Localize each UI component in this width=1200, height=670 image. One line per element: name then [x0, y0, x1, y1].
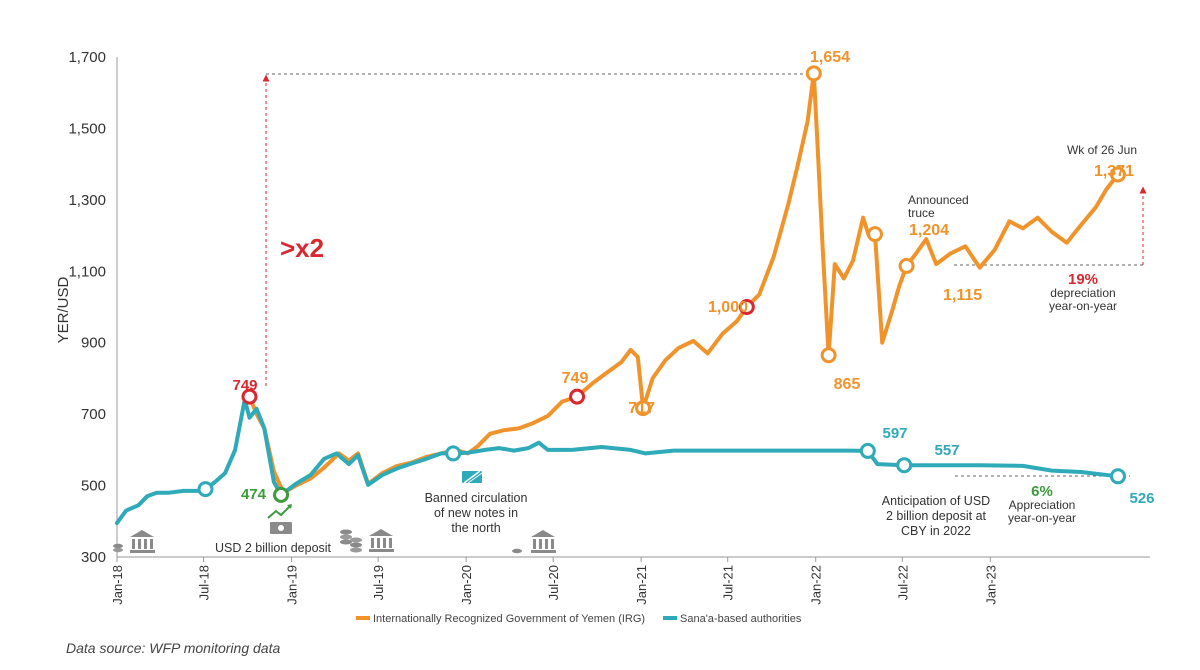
label-sanaa-557: 557 — [934, 442, 959, 459]
y-tick-label: 1,100 — [68, 263, 106, 280]
x-tick-label: Jan-23 — [983, 565, 998, 605]
cby-note-1: Anticipation of USD — [882, 494, 990, 508]
markers — [197, 65, 1126, 503]
label-start-749: 749 — [232, 377, 257, 394]
marker-irg-truce — [867, 226, 884, 243]
x-tick-label: Jan-19 — [285, 565, 300, 605]
usd-deposit-note: USD 2 billion deposit — [215, 541, 332, 555]
x-tick-label: Jan-22 — [809, 565, 824, 605]
cby-note-2: 2 billion deposit at — [886, 509, 987, 523]
cby-note-3: CBY in 2022 — [901, 524, 971, 538]
marker-irg-1115 — [898, 257, 915, 274]
marker-sanaa-597 — [859, 442, 876, 459]
x-tick-label: Jan-18 — [110, 565, 125, 605]
label-irg-truce: 1,204 — [909, 222, 949, 239]
label-irg-end-date: Wk of 26 Jun — [1067, 143, 1137, 157]
money-growth-icon — [267, 504, 292, 534]
x-tick-label: Jul-22 — [895, 565, 910, 600]
label-sanaa-597: 597 — [882, 425, 907, 442]
label-irg-749b: 749 — [562, 370, 589, 387]
appr-note-2: year-on-year — [1008, 511, 1076, 525]
y-tick-label: 1,300 — [68, 192, 106, 209]
bank-icon — [130, 530, 155, 553]
banned-notes-icon — [462, 470, 483, 484]
label-irg-717: 717 — [628, 400, 655, 417]
truce-note-2: truce — [908, 206, 935, 220]
y-tick-label: 1,500 — [68, 120, 106, 137]
appr-pct: 6% — [1031, 483, 1053, 500]
legend-label-irg: Internationally Recognized Government of… — [373, 613, 645, 625]
marker-start-749 — [241, 388, 258, 405]
coin-icon — [512, 548, 522, 554]
marker-sanaa-banned — [445, 445, 462, 462]
marker-irg-865 — [820, 347, 837, 364]
truce-note-1: Announced — [908, 193, 969, 207]
marker-irg-717 — [635, 400, 652, 417]
label-sanaa-526: 526 — [1129, 490, 1154, 507]
legend-label-sanaa: Sana'a-based authorities — [680, 613, 802, 625]
legend-swatch-irg — [356, 616, 370, 620]
y-tick-label: 300 — [81, 549, 106, 566]
legend: Internationally Recognized Government of… — [356, 613, 802, 625]
marker-irg-1000 — [738, 299, 755, 315]
x-tick-label: Jan-21 — [634, 565, 649, 605]
depr-pct: 19% — [1068, 271, 1098, 288]
legend-swatch-sanaa — [663, 616, 677, 620]
bank-icon — [531, 530, 556, 553]
appr-note-1: Appreciation — [1009, 498, 1076, 512]
coins-icon — [340, 529, 362, 553]
y-tick-label: 900 — [81, 335, 106, 352]
banned-note-3: the north — [451, 521, 500, 535]
marker-irg-end — [1109, 166, 1126, 183]
y-ticks: 300 500 700 900 1,100 1,300 1,500 1,700 — [68, 49, 106, 566]
x-tick-label: Jul-20 — [546, 565, 561, 600]
y-tick-label: 700 — [81, 406, 106, 423]
marker-sanaa-526 — [1109, 468, 1126, 485]
x-ticks: Jan-18 Jul-18 Jan-19 Jul-19 Jan-20 Jul-20 Jan-… — [110, 557, 998, 605]
marker-irg-peak — [805, 65, 822, 82]
banned-note-1: Banned circulation — [425, 491, 528, 505]
x-tick-label: Jul-19 — [371, 565, 386, 600]
depr-note-1: depreciation — [1050, 286, 1115, 300]
marker-sanaa-557 — [896, 457, 913, 474]
series-line-irg — [247, 71, 1120, 495]
x-tick-label: Jul-18 — [197, 565, 212, 600]
label-irg-1000: 1,000 — [708, 299, 748, 316]
y-axis-title: YER/USD — [55, 276, 72, 343]
series-line-sanaa — [115, 397, 1120, 526]
coin-stack-icon — [113, 543, 123, 553]
y-tick-label: 500 — [81, 478, 106, 495]
label-irg-end: 1,371 — [1094, 163, 1134, 180]
bank-icon — [369, 529, 394, 552]
data-source: Data source: WFP monitoring data — [66, 640, 281, 656]
label-irg-peak: 1,654 — [810, 49, 850, 66]
marker-sanaa-474 — [273, 486, 290, 503]
depr-note-2: year-on-year — [1049, 299, 1117, 313]
y-tick-label: 1,700 — [68, 49, 106, 66]
label-sanaa-474: 474 — [241, 486, 267, 503]
marker-sanaa-jul18 — [197, 481, 214, 498]
x-tick-label: Jul-21 — [721, 565, 736, 600]
label-irg-1115: 1,115 — [943, 287, 982, 304]
banned-note-2: of new notes in — [434, 506, 518, 520]
x-tick-label: Jan-20 — [459, 565, 474, 605]
label-irg-865: 865 — [834, 376, 861, 393]
marker-irg-749 — [569, 388, 586, 405]
label-x2: >x2 — [280, 233, 324, 263]
